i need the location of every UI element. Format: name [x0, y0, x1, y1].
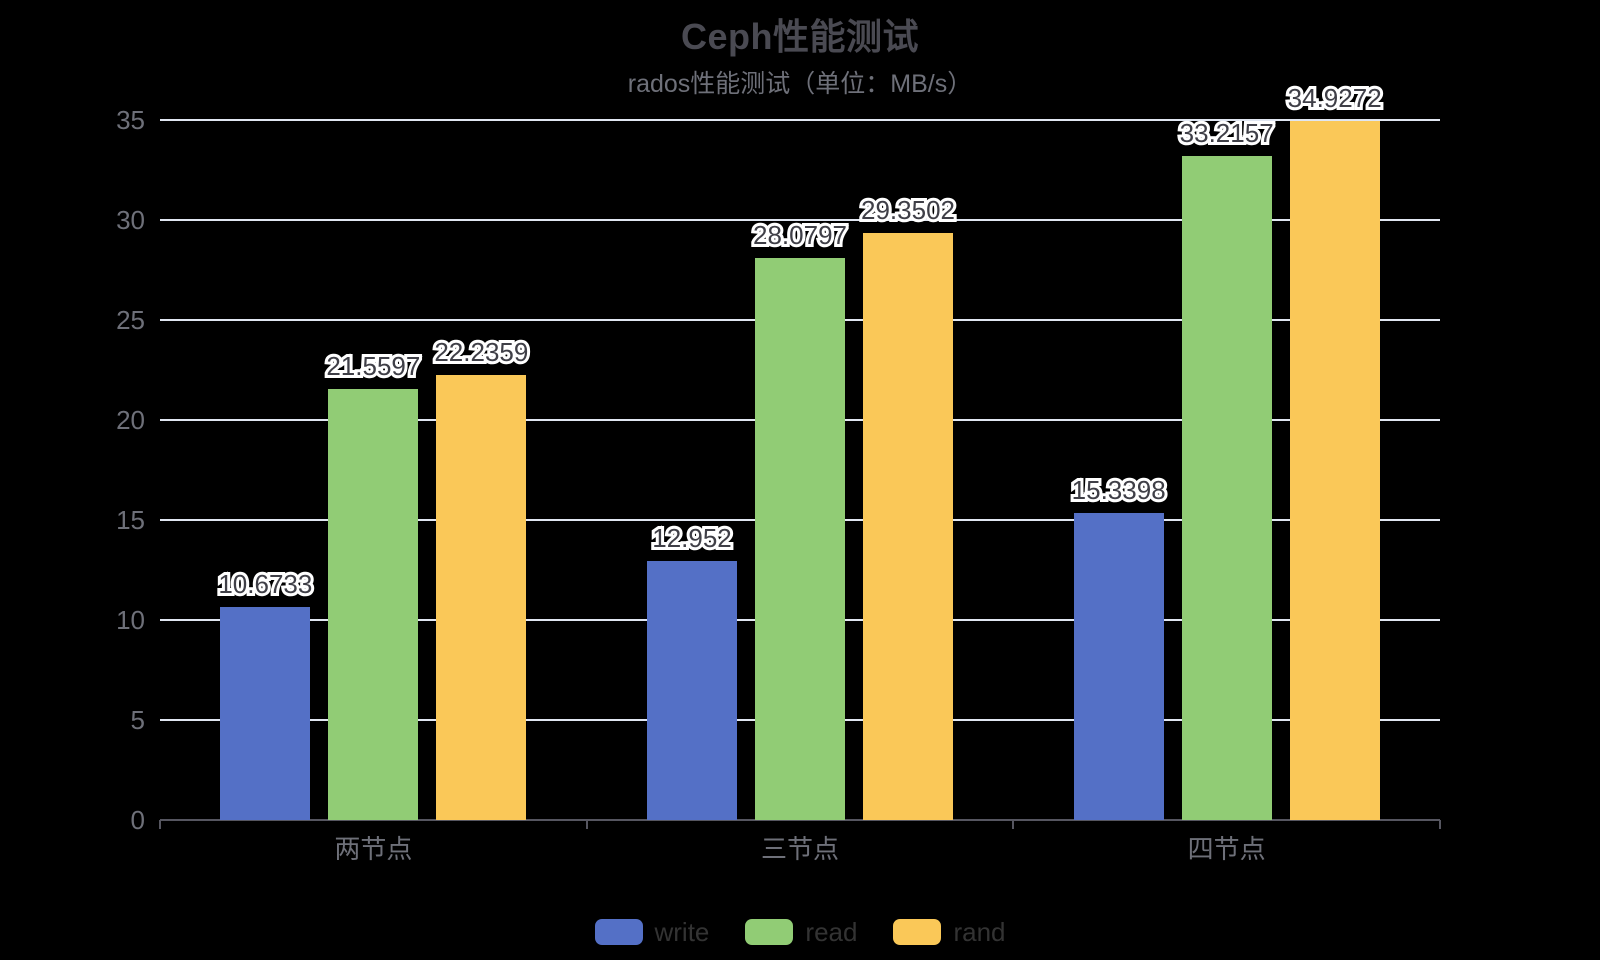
- x-axis-tick: [1439, 820, 1441, 829]
- bar-value-label: 22.2359: [431, 334, 531, 370]
- bar-value-label: 29.3502: [858, 192, 958, 228]
- x-category-label: 三节点: [760, 834, 840, 864]
- chart-title: Ceph性能测试: [680, 16, 919, 57]
- bar-rand-2[interactable]: [1289, 121, 1380, 820]
- y-axis-label: 5: [130, 705, 145, 735]
- read-legend-swatch-icon: [745, 919, 794, 945]
- legend-item-read[interactable]: read: [745, 917, 857, 948]
- legend-label: write: [654, 916, 710, 947]
- x-axis-line: [160, 819, 1440, 821]
- y-axis-label: 10: [116, 605, 145, 635]
- x-axis-tick: [159, 820, 161, 829]
- gridline: [160, 219, 1440, 221]
- bar-write-0[interactable]: [220, 606, 311, 820]
- bar-write-2[interactable]: [1073, 513, 1164, 820]
- bar-value-label: 34.9272: [1285, 80, 1385, 116]
- bar-value-label: 28.0797: [750, 217, 850, 253]
- bar-read-0[interactable]: [328, 388, 419, 820]
- y-axis-label: 30: [116, 205, 145, 235]
- y-axis-label: 15: [116, 505, 145, 535]
- legend-label: rand: [953, 916, 1006, 947]
- legend-item-rand[interactable]: rand: [893, 916, 1006, 948]
- bar-read-2[interactable]: [1181, 155, 1272, 820]
- y-axis-label: 35: [116, 105, 145, 135]
- y-axis-label: 25: [116, 305, 145, 335]
- gridline: [160, 119, 1440, 121]
- bar-read-1[interactable]: [755, 258, 845, 820]
- bar-write-1[interactable]: [647, 560, 737, 820]
- bar-value-label: 15.3398: [1069, 472, 1169, 508]
- y-axis-label: 0: [130, 805, 145, 835]
- bar-value-label: 21.5597: [323, 348, 423, 384]
- bar-rand-1[interactable]: [863, 232, 953, 820]
- bar-value-label: 10.6733: [215, 566, 315, 602]
- x-category-label: 四节点: [1187, 834, 1266, 864]
- y-axis-label: 20: [116, 405, 145, 435]
- legend-item-write[interactable]: write: [594, 916, 710, 948]
- legend: write read rand: [0, 914, 1600, 950]
- bar-value-label: 33.2157: [1177, 115, 1277, 151]
- bar-value-label: 12.952: [649, 520, 734, 556]
- x-axis-tick: [1012, 820, 1015, 829]
- bar-rand-0[interactable]: [436, 375, 527, 820]
- x-axis-tick: [585, 820, 588, 829]
- rand-legend-swatch-icon: [893, 919, 942, 945]
- legend-label: read: [805, 916, 858, 947]
- x-category-label: 两节点: [334, 834, 413, 864]
- write-legend-swatch-icon: [594, 919, 643, 945]
- chart-subtitle: rados性能测试（单位：MB/s）: [627, 70, 973, 98]
